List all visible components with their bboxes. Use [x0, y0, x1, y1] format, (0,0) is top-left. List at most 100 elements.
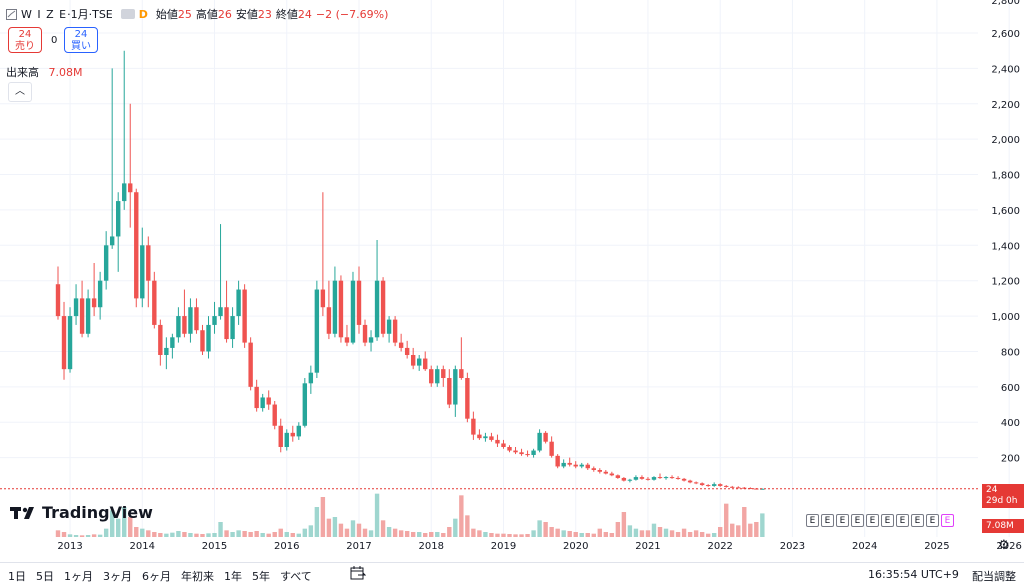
candle[interactable]: [152, 271, 157, 329]
candle[interactable]: [290, 425, 295, 442]
candle[interactable]: [657, 473, 663, 479]
candle[interactable]: [705, 484, 711, 487]
candle[interactable]: [585, 462, 590, 470]
candle[interactable]: [350, 271, 356, 345]
candle[interactable]: [555, 454, 560, 469]
candle[interactable]: [386, 316, 392, 343]
candle[interactable]: [398, 333, 404, 352]
earnings-marker[interactable]: E: [896, 514, 909, 527]
candle[interactable]: [122, 50, 127, 210]
candle[interactable]: [591, 466, 596, 472]
candle[interactable]: [417, 355, 422, 371]
candle[interactable]: [693, 481, 699, 485]
candle[interactable]: [699, 482, 705, 486]
candle[interactable]: [67, 307, 73, 373]
earnings-marker[interactable]: E: [821, 514, 834, 527]
candle[interactable]: [441, 365, 446, 387]
range-all[interactable]: すべて: [280, 570, 312, 583]
candle[interactable]: [218, 224, 223, 320]
clock-timezone[interactable]: 16:35:54 UTC+9: [868, 568, 959, 581]
chart-icon[interactable]: [6, 8, 17, 20]
candle[interactable]: [188, 298, 193, 343]
candle[interactable]: [730, 485, 735, 489]
candle[interactable]: [736, 486, 741, 489]
candle[interactable]: [579, 462, 584, 469]
candle[interactable]: [718, 483, 723, 487]
range-5y[interactable]: 5年: [252, 570, 270, 583]
candle[interactable]: [724, 485, 729, 488]
candle[interactable]: [453, 365, 458, 417]
tradingview-logo[interactable]: TradingView: [10, 503, 153, 522]
candle[interactable]: [687, 479, 693, 484]
candle[interactable]: [278, 418, 283, 453]
candle[interactable]: [73, 284, 79, 325]
earnings-marker[interactable]: E: [911, 514, 924, 527]
candle[interactable]: [513, 447, 518, 455]
candle[interactable]: [489, 432, 494, 442]
candle[interactable]: [164, 337, 169, 370]
candle[interactable]: [170, 333, 175, 359]
candle[interactable]: [344, 324, 350, 347]
candle[interactable]: [242, 284, 247, 348]
calendar-range-icon[interactable]: [350, 566, 366, 580]
earnings-marker[interactable]: E: [806, 514, 819, 527]
range-6m[interactable]: 6ヶ月: [142, 570, 171, 583]
candle[interactable]: [158, 319, 163, 366]
candle[interactable]: [260, 393, 265, 412]
candle[interactable]: [146, 236, 151, 308]
candle[interactable]: [597, 468, 602, 474]
buy-button[interactable]: 24 買い: [64, 27, 98, 53]
candle[interactable]: [603, 470, 609, 475]
candle[interactable]: [134, 188, 139, 308]
sell-button[interactable]: 24 売り: [8, 27, 42, 53]
candle[interactable]: [609, 471, 615, 477]
candle[interactable]: [627, 478, 633, 483]
candle[interactable]: [615, 474, 621, 479]
candle[interactable]: [128, 103, 133, 228]
candle[interactable]: [410, 347, 416, 370]
candle[interactable]: [314, 280, 320, 378]
candle[interactable]: [549, 436, 554, 458]
candle[interactable]: [459, 337, 464, 380]
candle[interactable]: [531, 448, 536, 458]
candle[interactable]: [55, 266, 61, 320]
range-1y[interactable]: 1年: [224, 570, 242, 583]
candle[interactable]: [212, 301, 217, 334]
candle[interactable]: [272, 401, 277, 430]
candle[interactable]: [79, 280, 85, 338]
earnings-marker-future[interactable]: E: [941, 514, 954, 527]
candle[interactable]: [429, 365, 434, 387]
candle[interactable]: [320, 192, 326, 317]
earnings-marker[interactable]: E: [851, 514, 864, 527]
candle[interactable]: [435, 365, 440, 387]
candle[interactable]: [230, 307, 235, 348]
candle[interactable]: [633, 475, 639, 481]
candle[interactable]: [194, 298, 199, 334]
candle[interactable]: [338, 275, 344, 343]
candle[interactable]: [669, 475, 675, 479]
candle[interactable]: [380, 277, 386, 338]
candle[interactable]: [296, 422, 301, 440]
candle[interactable]: [140, 227, 145, 308]
candle[interactable]: [368, 330, 374, 352]
candle[interactable]: [645, 477, 651, 481]
candle[interactable]: [85, 289, 91, 338]
earnings-marker[interactable]: E: [926, 514, 939, 527]
candle[interactable]: [663, 476, 669, 480]
candle[interactable]: [392, 316, 398, 347]
candle[interactable]: [507, 445, 512, 453]
candle[interactable]: [483, 432, 488, 442]
candle[interactable]: [362, 319, 368, 347]
candle[interactable]: [681, 477, 687, 482]
dividend-adjust-toggle[interactable]: 配当調整: [972, 570, 1016, 583]
earnings-marker[interactable]: E: [881, 514, 894, 527]
candle[interactable]: [254, 379, 259, 412]
candle[interactable]: [97, 271, 103, 320]
candle[interactable]: [465, 372, 470, 423]
candle[interactable]: [525, 450, 530, 457]
candle[interactable]: [621, 477, 627, 482]
candle[interactable]: [116, 192, 121, 272]
interval-label[interactable]: 1月: [70, 8, 89, 21]
collapse-button[interactable]: ︿: [8, 82, 32, 102]
